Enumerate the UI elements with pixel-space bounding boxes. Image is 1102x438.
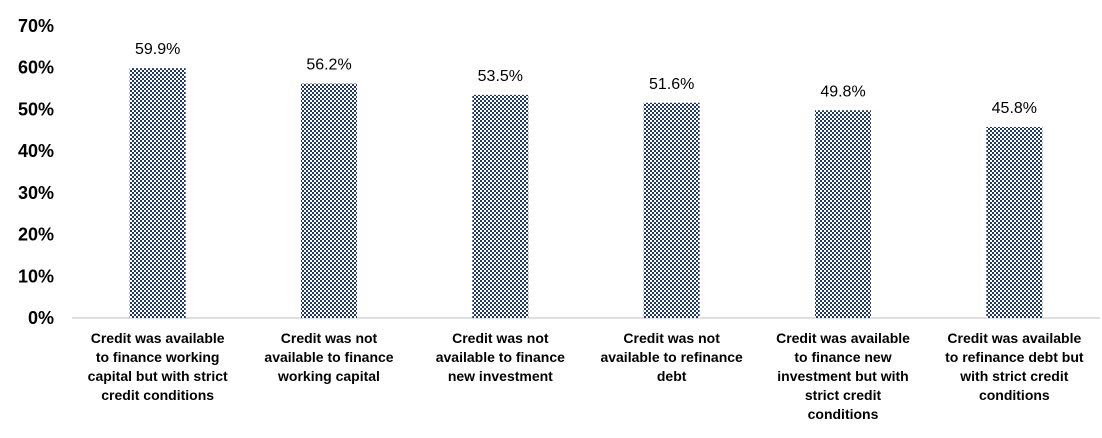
y-tick-label: 70%	[18, 16, 54, 36]
x-tick-label: Credit was available to finance new invest…	[776, 330, 910, 422]
x-axis-labels: Credit was available to finance working ca…	[88, 330, 1084, 422]
bar	[129, 68, 186, 318]
x-tick-label: Credit was available to refinance debt bu…	[945, 330, 1084, 403]
x-tick-label: Credit was not available to finance new in…	[436, 330, 565, 384]
x-tick-label: Credit was not available to refinance debt	[600, 330, 743, 384]
x-tick-label: Credit was available to finance working ca…	[88, 330, 228, 403]
data-label: 53.5%	[478, 68, 523, 85]
data-label: 45.8%	[992, 100, 1037, 117]
data-label: 56.2%	[306, 57, 351, 74]
bar	[986, 126, 1043, 318]
data-label: 59.9%	[135, 41, 180, 58]
y-tick-label: 40%	[18, 141, 54, 161]
data-labels: 59.9% 56.2% 53.5% 51.6% 49.8% 45.8%	[135, 41, 1037, 117]
y-tick-label: 30%	[18, 183, 54, 203]
data-label: 51.6%	[649, 76, 694, 93]
y-tick-label: 20%	[18, 225, 54, 245]
bar	[472, 94, 529, 318]
y-tick-label: 50%	[18, 99, 54, 119]
y-axis: 0% 10% 20% 30% 40% 50% 60% 70%	[18, 16, 54, 328]
bars	[129, 68, 1043, 319]
y-tick-label: 10%	[18, 266, 54, 286]
bar	[815, 110, 871, 319]
data-label: 49.8%	[820, 83, 865, 100]
bar	[301, 83, 357, 319]
y-tick-label: 0%	[28, 308, 54, 328]
bar	[643, 102, 700, 318]
y-tick-label: 60%	[18, 58, 54, 78]
x-tick-label: Credit was not available to finance workin…	[264, 330, 393, 384]
